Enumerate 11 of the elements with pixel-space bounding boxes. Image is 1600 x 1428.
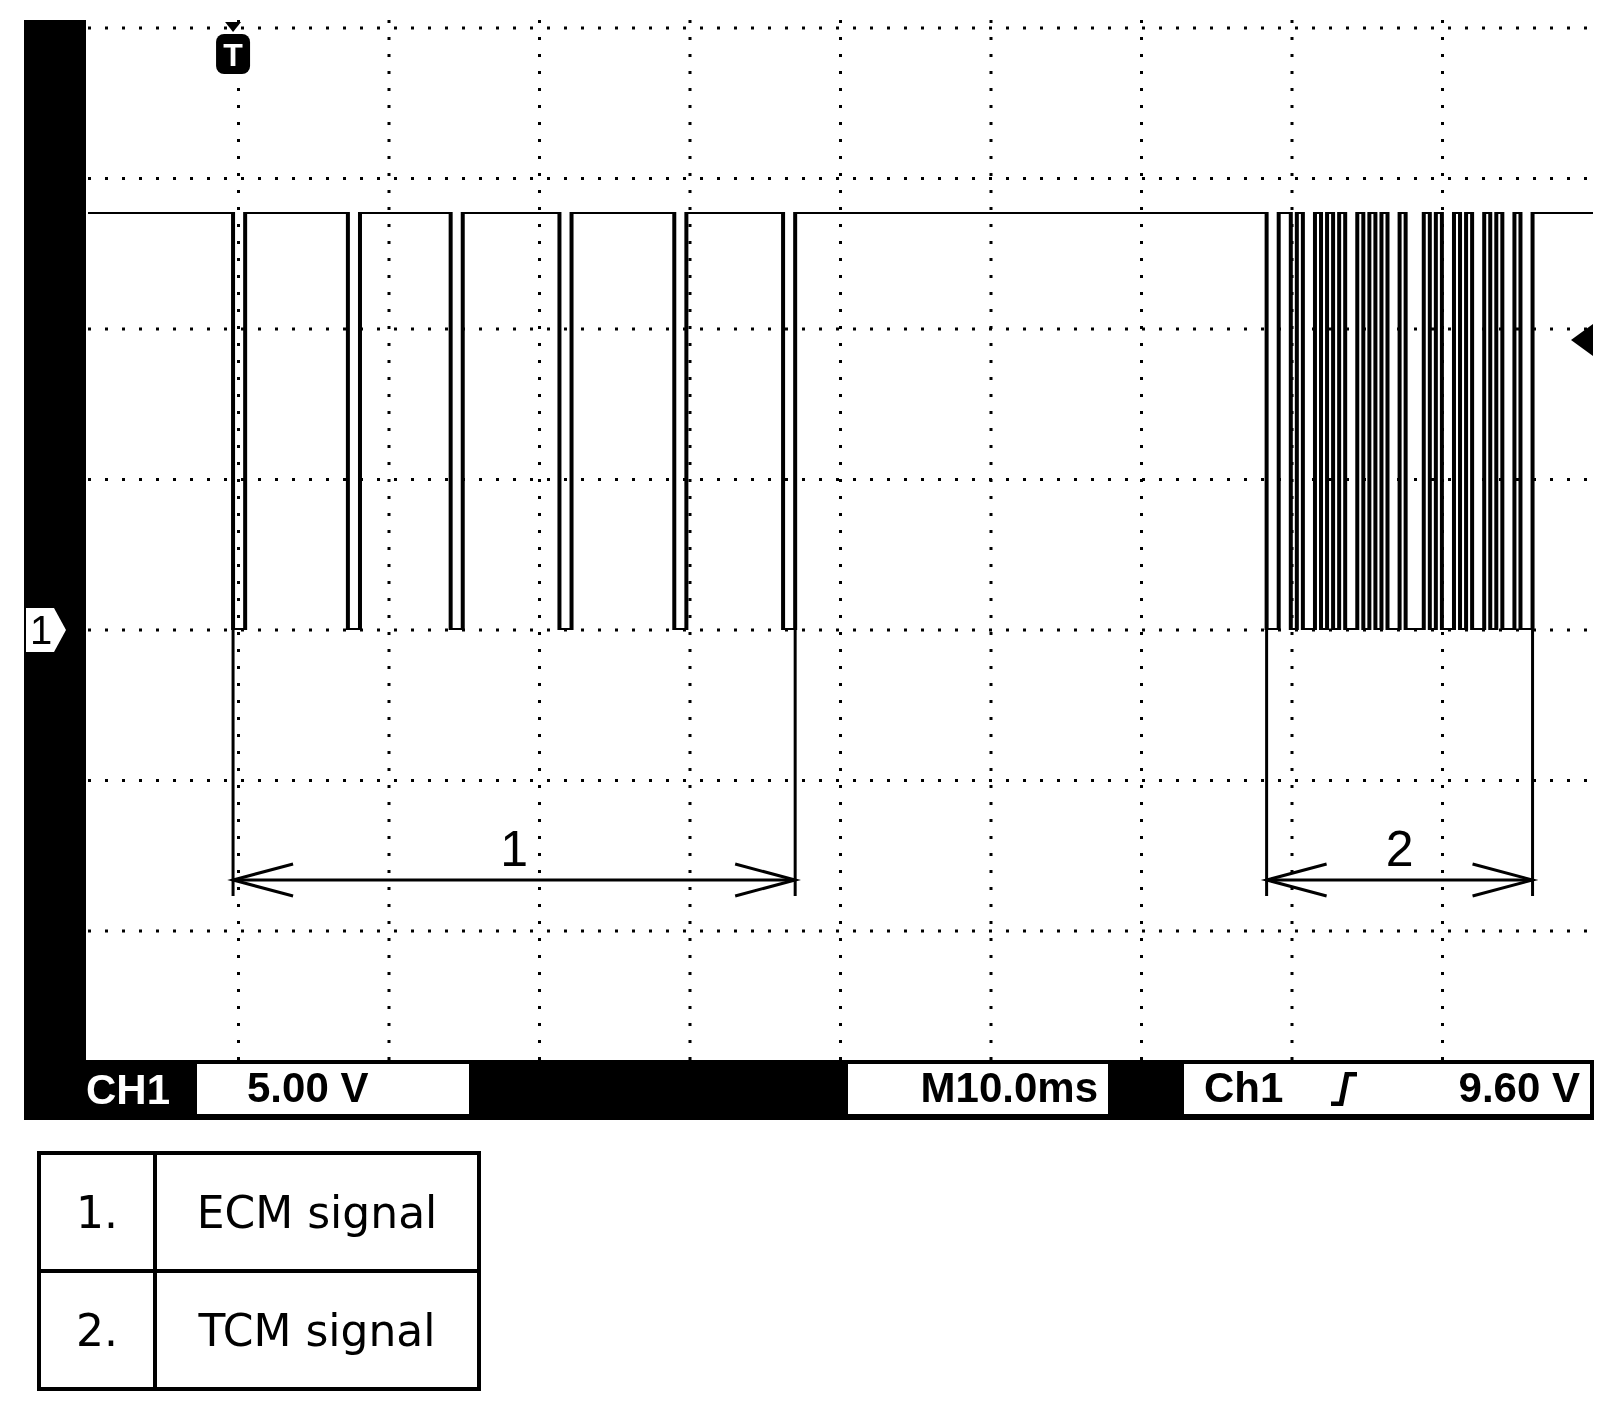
text: CH1 <box>86 1066 171 1114</box>
text: 2. <box>39 1271 155 1389</box>
text: 9.60 V <box>1458 1064 1580 1112</box>
text: 1. <box>39 1153 155 1271</box>
text: ECM signal <box>155 1153 479 1271</box>
text: 1 <box>500 821 529 877</box>
text: 2 <box>1385 821 1414 877</box>
text: M10.0ms <box>848 1064 1108 1114</box>
text: Ch1 <box>1204 1064 1284 1112</box>
text: 5.00 V <box>197 1064 469 1114</box>
text: TCM signal <box>155 1271 479 1389</box>
